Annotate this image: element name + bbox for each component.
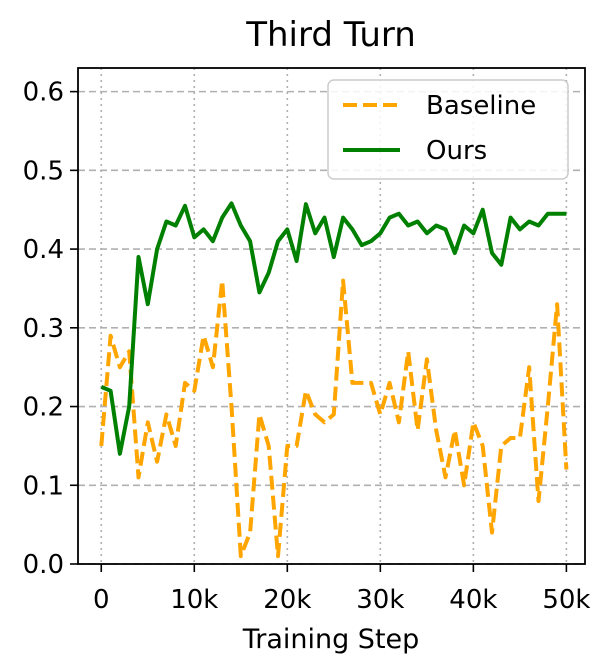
y-tick-label: 0.2 bbox=[23, 393, 64, 423]
y-tick-label: 0.1 bbox=[23, 471, 64, 501]
y-tick-label: 0.0 bbox=[23, 550, 64, 580]
y-tick-label: 0.5 bbox=[23, 156, 64, 186]
x-tick-label: 40k bbox=[449, 585, 497, 615]
tick-labels: 0.0 0.1 0.2 0.3 0.4 0.5 0.6 0 10k 20k 30k 40k 50k bbox=[23, 78, 591, 615]
series-line-ours bbox=[100, 201, 567, 456]
y-tick-label: 0.3 bbox=[23, 314, 64, 344]
x-tick-label: 30k bbox=[356, 585, 404, 615]
y-tick-label: 0.6 bbox=[23, 78, 64, 108]
x-axis-label: Training Step bbox=[242, 624, 420, 655]
series-lines bbox=[99, 201, 569, 559]
legend-label-ours: Ours bbox=[426, 136, 487, 166]
x-tick-label: 20k bbox=[263, 585, 311, 615]
axis-ticks bbox=[70, 90, 568, 572]
x-tick-label: 50k bbox=[542, 585, 590, 615]
legend: Baseline Ours bbox=[327, 79, 569, 180]
legend-label-baseline: Baseline bbox=[426, 91, 536, 121]
chart-title: Third Turn bbox=[245, 15, 416, 55]
x-tick-label: 0 bbox=[93, 585, 110, 615]
plot-area bbox=[77, 67, 586, 565]
series-line-baseline bbox=[99, 278, 569, 559]
x-tick-label: 10k bbox=[170, 585, 218, 615]
y-tick-label: 0.4 bbox=[23, 235, 64, 265]
